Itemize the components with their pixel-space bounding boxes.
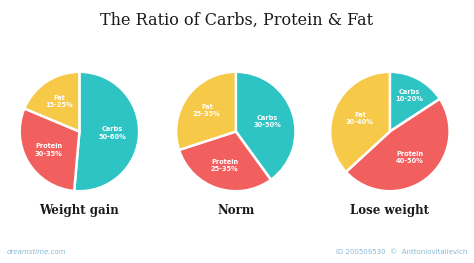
Text: Lose weight: Lose weight	[350, 204, 429, 217]
Text: Fat
15-25%: Fat 15-25%	[46, 95, 73, 108]
Wedge shape	[236, 72, 295, 180]
Wedge shape	[176, 72, 236, 150]
Wedge shape	[20, 108, 79, 191]
Text: Protein
25-35%: Protein 25-35%	[211, 159, 238, 172]
Wedge shape	[390, 72, 440, 132]
Wedge shape	[330, 72, 390, 172]
Text: Norm: Norm	[217, 204, 255, 217]
Text: Carbs
10-20%: Carbs 10-20%	[395, 89, 423, 102]
Wedge shape	[179, 132, 271, 191]
Text: Carbs
50-60%: Carbs 50-60%	[98, 126, 126, 140]
Text: Weight gain: Weight gain	[39, 204, 119, 217]
Text: ID 200509530  ©  Anttoniovitalievich: ID 200509530 © Anttoniovitalievich	[336, 249, 467, 255]
Wedge shape	[74, 72, 139, 191]
Text: Fat
30-40%: Fat 30-40%	[346, 112, 374, 125]
Text: Protein
40-50%: Protein 40-50%	[396, 151, 424, 164]
Text: Protein
30-35%: Protein 30-35%	[35, 143, 63, 157]
Text: Fat
25-35%: Fat 25-35%	[193, 104, 221, 117]
Wedge shape	[346, 99, 449, 191]
Text: Carbs
30-50%: Carbs 30-50%	[253, 115, 281, 128]
Text: dreamstime.com: dreamstime.com	[7, 249, 67, 255]
Wedge shape	[24, 72, 80, 132]
Text: The Ratio of Carbs, Protein & Fat: The Ratio of Carbs, Protein & Fat	[100, 12, 374, 29]
